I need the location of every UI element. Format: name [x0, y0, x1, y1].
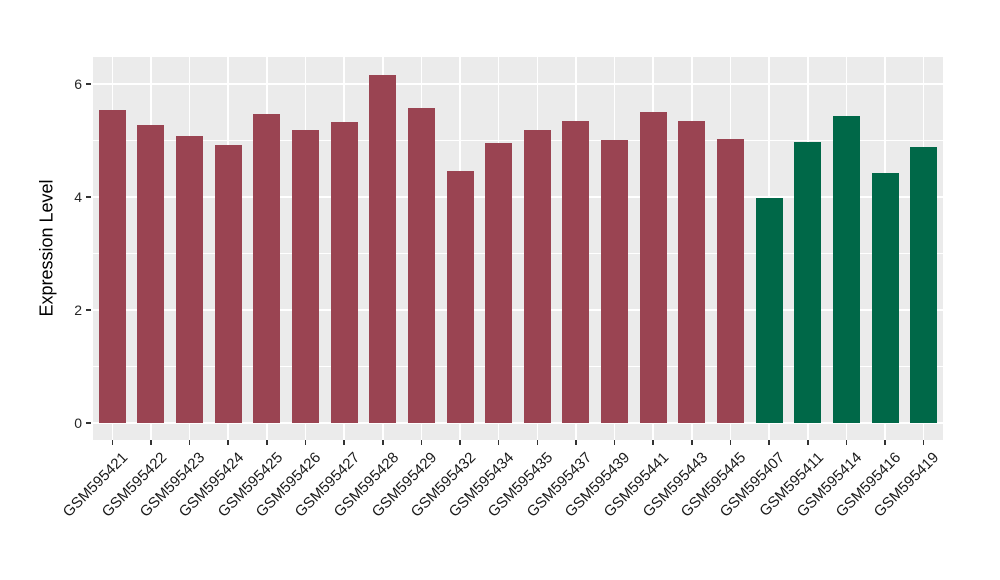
- bar-GSM595428: [369, 74, 397, 423]
- gridline-minor-y1: [93, 365, 943, 367]
- bar-GSM595426: [292, 130, 319, 423]
- x-tick-mark-GSM595426: [304, 440, 307, 445]
- x-tick-mark-GSM595429: [420, 440, 423, 445]
- bar-GSM595425: [253, 113, 281, 423]
- bar-GSM595427: [330, 122, 358, 423]
- x-tick-mark-GSM595434: [497, 440, 500, 445]
- bar-GSM595445: [717, 138, 744, 423]
- gridline-major-y2: [93, 308, 943, 311]
- x-tick-mark-GSM595445: [729, 440, 732, 445]
- x-tick-mark-GSM595432: [459, 440, 461, 445]
- x-tick-mark-GSM595416: [884, 440, 886, 445]
- x-tick-mark-GSM595443: [691, 440, 693, 445]
- bar-GSM595414: [832, 115, 860, 423]
- x-tick-mark-GSM595428: [382, 440, 384, 445]
- x-tick-mark-GSM595419: [922, 440, 925, 445]
- x-tick-mark-GSM595441: [652, 440, 654, 445]
- y-tick-label-4: 4: [74, 189, 82, 205]
- y-tick-mark-2: [86, 308, 91, 311]
- x-tick-mark-GSM595424: [227, 440, 229, 445]
- x-tick-mark-GSM595427: [343, 440, 345, 445]
- x-tick-mark-GSM595439: [613, 440, 616, 445]
- y-tick-label-2: 2: [74, 301, 82, 318]
- y-tick-label-0: 0: [74, 414, 82, 431]
- bar-GSM595423: [176, 136, 204, 423]
- bar-GSM595439: [601, 140, 629, 423]
- x-tick-mark-GSM595411: [807, 440, 809, 445]
- bar-GSM595424: [214, 145, 242, 423]
- bar-GSM595429: [407, 108, 435, 423]
- x-tick-mark-GSM595437: [575, 440, 577, 445]
- x-tick-mark-GSM595425: [266, 440, 268, 445]
- bar-GSM595416: [871, 173, 899, 423]
- bar-GSM595434: [485, 142, 513, 423]
- bar-GSM595421: [98, 109, 126, 423]
- bar-GSM595435: [523, 129, 551, 423]
- y-tick-mark-4: [86, 196, 91, 198]
- y-tick-mark-0: [86, 421, 91, 424]
- gridline-major-y0: [93, 421, 943, 424]
- y-tick-label-6: 6: [74, 76, 82, 93]
- x-tick-mark-GSM595435: [536, 440, 539, 445]
- x-tick-mark-GSM595407: [768, 440, 770, 445]
- x-tick-mark-GSM595421: [111, 440, 114, 445]
- plot-panel: [93, 57, 943, 440]
- bar-GSM595422: [137, 124, 165, 423]
- bar-GSM595411: [794, 141, 822, 423]
- x-tick-mark-GSM595423: [188, 440, 191, 445]
- gridline-minor-y3: [93, 252, 943, 254]
- bar-GSM595432: [446, 170, 474, 423]
- bar-GSM595441: [639, 111, 667, 423]
- gridline-major-y4: [93, 196, 943, 198]
- x-tick-mark-GSM595422: [150, 440, 152, 445]
- x-tick-mark-GSM595414: [845, 440, 848, 445]
- y-tick-mark-6: [86, 83, 91, 86]
- bar-GSM595437: [562, 121, 590, 423]
- gridline-minor-y5: [93, 140, 943, 142]
- bar-GSM595407: [755, 198, 783, 423]
- bar-GSM595419: [910, 147, 938, 423]
- gridline-major-y6: [93, 83, 943, 86]
- bar-GSM595443: [678, 120, 706, 423]
